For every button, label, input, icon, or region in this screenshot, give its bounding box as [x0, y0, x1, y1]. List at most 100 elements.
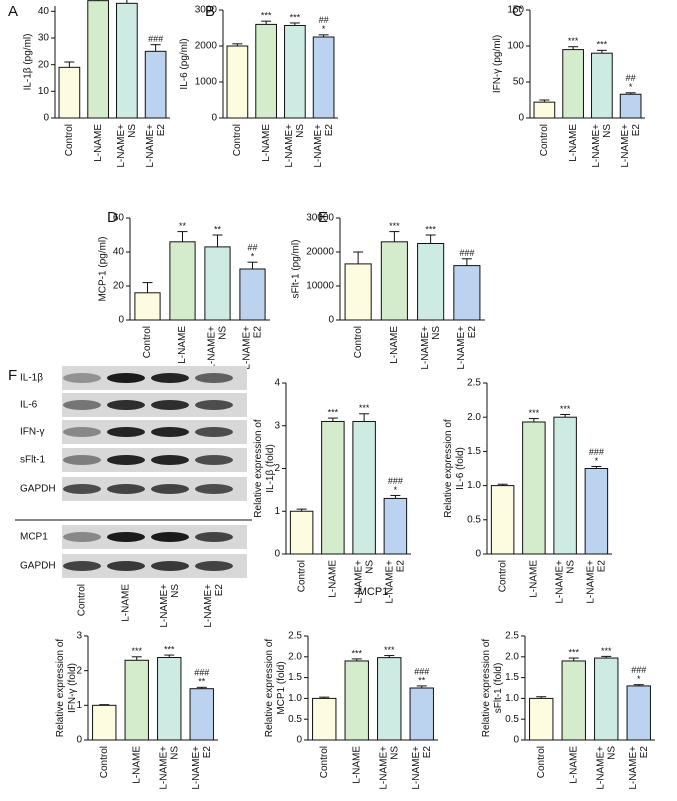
bar [144, 50, 167, 119]
y-axis-label: IFN-γ (pg/ml) [492, 35, 503, 93]
significance: *** [560, 404, 571, 414]
x-tick-label: L-NAME [177, 326, 188, 364]
y-tick-label: 3 [76, 631, 82, 642]
bar [116, 2, 138, 119]
bar [522, 421, 546, 555]
blot-band [195, 561, 233, 571]
error-bar [633, 684, 644, 686]
bar [626, 685, 651, 741]
blot-band [107, 561, 145, 571]
significance: * [394, 485, 398, 495]
y-tick-label: 2.0 [467, 412, 481, 423]
bar [380, 241, 408, 321]
x-tick-label: Control [539, 124, 550, 156]
significance: ### [589, 447, 604, 457]
bar [377, 657, 402, 741]
blot-band [151, 400, 189, 410]
error-bar [596, 49, 607, 54]
blot-band [63, 532, 101, 542]
error-bar [359, 413, 370, 422]
x-tick-label: NS [127, 124, 138, 138]
y-tick-label: 1.5 [467, 446, 481, 457]
x-tick-label: Control [497, 560, 508, 592]
error-bar [99, 704, 110, 706]
bar [124, 659, 149, 741]
bar [344, 263, 372, 321]
x-tick-label: E2 [396, 560, 407, 573]
error-bar [591, 465, 602, 469]
error-bar [568, 657, 579, 661]
y-axis-label: IL-6 (fold) [455, 447, 466, 490]
blot-band [107, 455, 145, 465]
x-tick-label: L-NAME+ [284, 124, 295, 168]
bar [157, 656, 182, 741]
y-tick-label: 4 [274, 378, 280, 389]
panel-letter: A [8, 3, 18, 20]
blot-band [151, 561, 189, 571]
x-tick-label: L-NAME+ [353, 560, 364, 604]
x-tick-label: E2 [631, 124, 642, 137]
y-axis-label: IFN-γ (fold) [67, 663, 78, 713]
bar [289, 510, 314, 555]
bar [87, 0, 109, 119]
y-tick-label: 2.5 [505, 631, 519, 642]
error-bar [212, 234, 223, 247]
y-axis-label: MCP-1 (pg/ml) [97, 236, 108, 301]
panel-letter: E [318, 209, 328, 226]
significance: *** [290, 12, 301, 22]
y-tick-label: 10 [38, 86, 50, 97]
x-tick-label: NS [565, 560, 576, 574]
error-bar [150, 44, 161, 52]
x-tick-label: E2 [156, 124, 167, 137]
x-tick-label: NS [364, 560, 375, 574]
x-tick-label: L-NAME [93, 124, 104, 162]
blot-band [63, 561, 101, 571]
error-bar [425, 234, 436, 244]
significance: * [595, 456, 599, 466]
x-tick-label: Control [319, 746, 330, 778]
x-tick-label: L-NAME+ [191, 746, 202, 790]
blot-band [63, 427, 101, 437]
x-tick-label: L-NAME+ [242, 326, 253, 370]
error-bar [416, 685, 427, 688]
error-bar [389, 231, 400, 242]
x-tick-label: L-NAME+ [385, 560, 396, 604]
y-tick-label: 20 [38, 59, 50, 70]
y-axis-label: Relative expression of [253, 419, 264, 518]
significance: ### [631, 665, 646, 675]
y-tick-label: 1.5 [505, 672, 519, 683]
bar [561, 660, 586, 741]
significance: ## [319, 15, 329, 25]
y-axis-label: Relative expression of [481, 639, 492, 738]
blot-band [151, 373, 189, 383]
x-tick-label: L-NAME [328, 560, 339, 598]
significance: ## [626, 73, 636, 83]
x-tick-label: L-NAME+ [207, 326, 218, 370]
y-tick-label: 1 [76, 700, 82, 711]
blot-band [63, 455, 101, 465]
blot-row-label: IFN-γ [20, 427, 44, 438]
error-bar [64, 61, 75, 68]
significance: *** [568, 647, 579, 657]
error-bar [126, 0, 128, 4]
y-tick-label: 0 [296, 735, 302, 746]
bar [284, 24, 306, 119]
x-tick-label: NS [602, 124, 613, 138]
bar [453, 265, 481, 321]
bar [490, 485, 515, 555]
significance: * [637, 674, 641, 684]
y-tick-label: 1.5 [288, 672, 302, 683]
x-tick-label: L-NAME+ [411, 746, 422, 790]
error-bar [353, 251, 364, 264]
bar [409, 687, 434, 741]
y-axis-label: sFlt-1 (fold) [493, 663, 504, 714]
x-tick-label: L-NAME [568, 124, 579, 162]
x-tick-label: E2 [422, 746, 433, 759]
panel-letter: D [107, 209, 118, 226]
x-tick-label: L-NAME [351, 746, 362, 784]
x-tick-label: L-NAME [529, 560, 540, 598]
x-tick-label: E2 [597, 560, 608, 573]
error-bar [539, 99, 550, 103]
y-tick-label: 10000 [306, 281, 334, 292]
blot-row-label: IL-1β [20, 373, 43, 384]
